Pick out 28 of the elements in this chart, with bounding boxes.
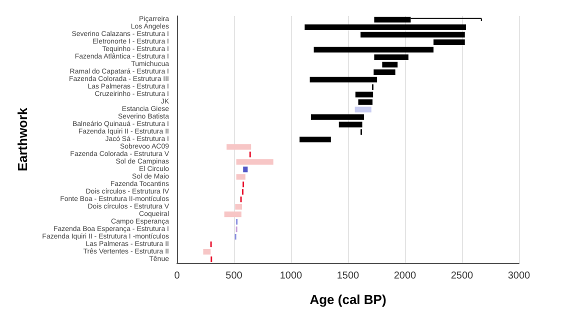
- bar: [382, 62, 398, 68]
- x-tick-label: 1500: [336, 270, 360, 282]
- bar: [304, 24, 466, 30]
- x-tick-label: 1000: [280, 270, 303, 282]
- x-tick-label: 0: [174, 270, 180, 282]
- x-axis-title: Age (cal BP): [310, 292, 386, 307]
- x-tick-label: 2500: [450, 270, 474, 282]
- bar: [310, 76, 378, 82]
- bar: [300, 136, 331, 142]
- bar: [434, 39, 465, 46]
- bar: [314, 46, 434, 52]
- bar: [355, 92, 374, 98]
- bar: [235, 204, 242, 210]
- bar: [236, 159, 274, 165]
- bar: [354, 106, 372, 112]
- bar: [236, 174, 246, 180]
- bar: [374, 69, 396, 75]
- bar: [226, 144, 252, 150]
- bar: [358, 99, 373, 105]
- x-tick-label: 3000: [508, 270, 531, 282]
- bar: [360, 32, 465, 38]
- y-axis-title: Earthwork: [15, 106, 30, 172]
- x-tick-label: 500: [226, 270, 243, 282]
- bar: [203, 248, 211, 255]
- x-tick-label: 2000: [394, 270, 417, 282]
- bar: [243, 166, 248, 172]
- bar: [374, 54, 408, 60]
- bar: [224, 212, 242, 218]
